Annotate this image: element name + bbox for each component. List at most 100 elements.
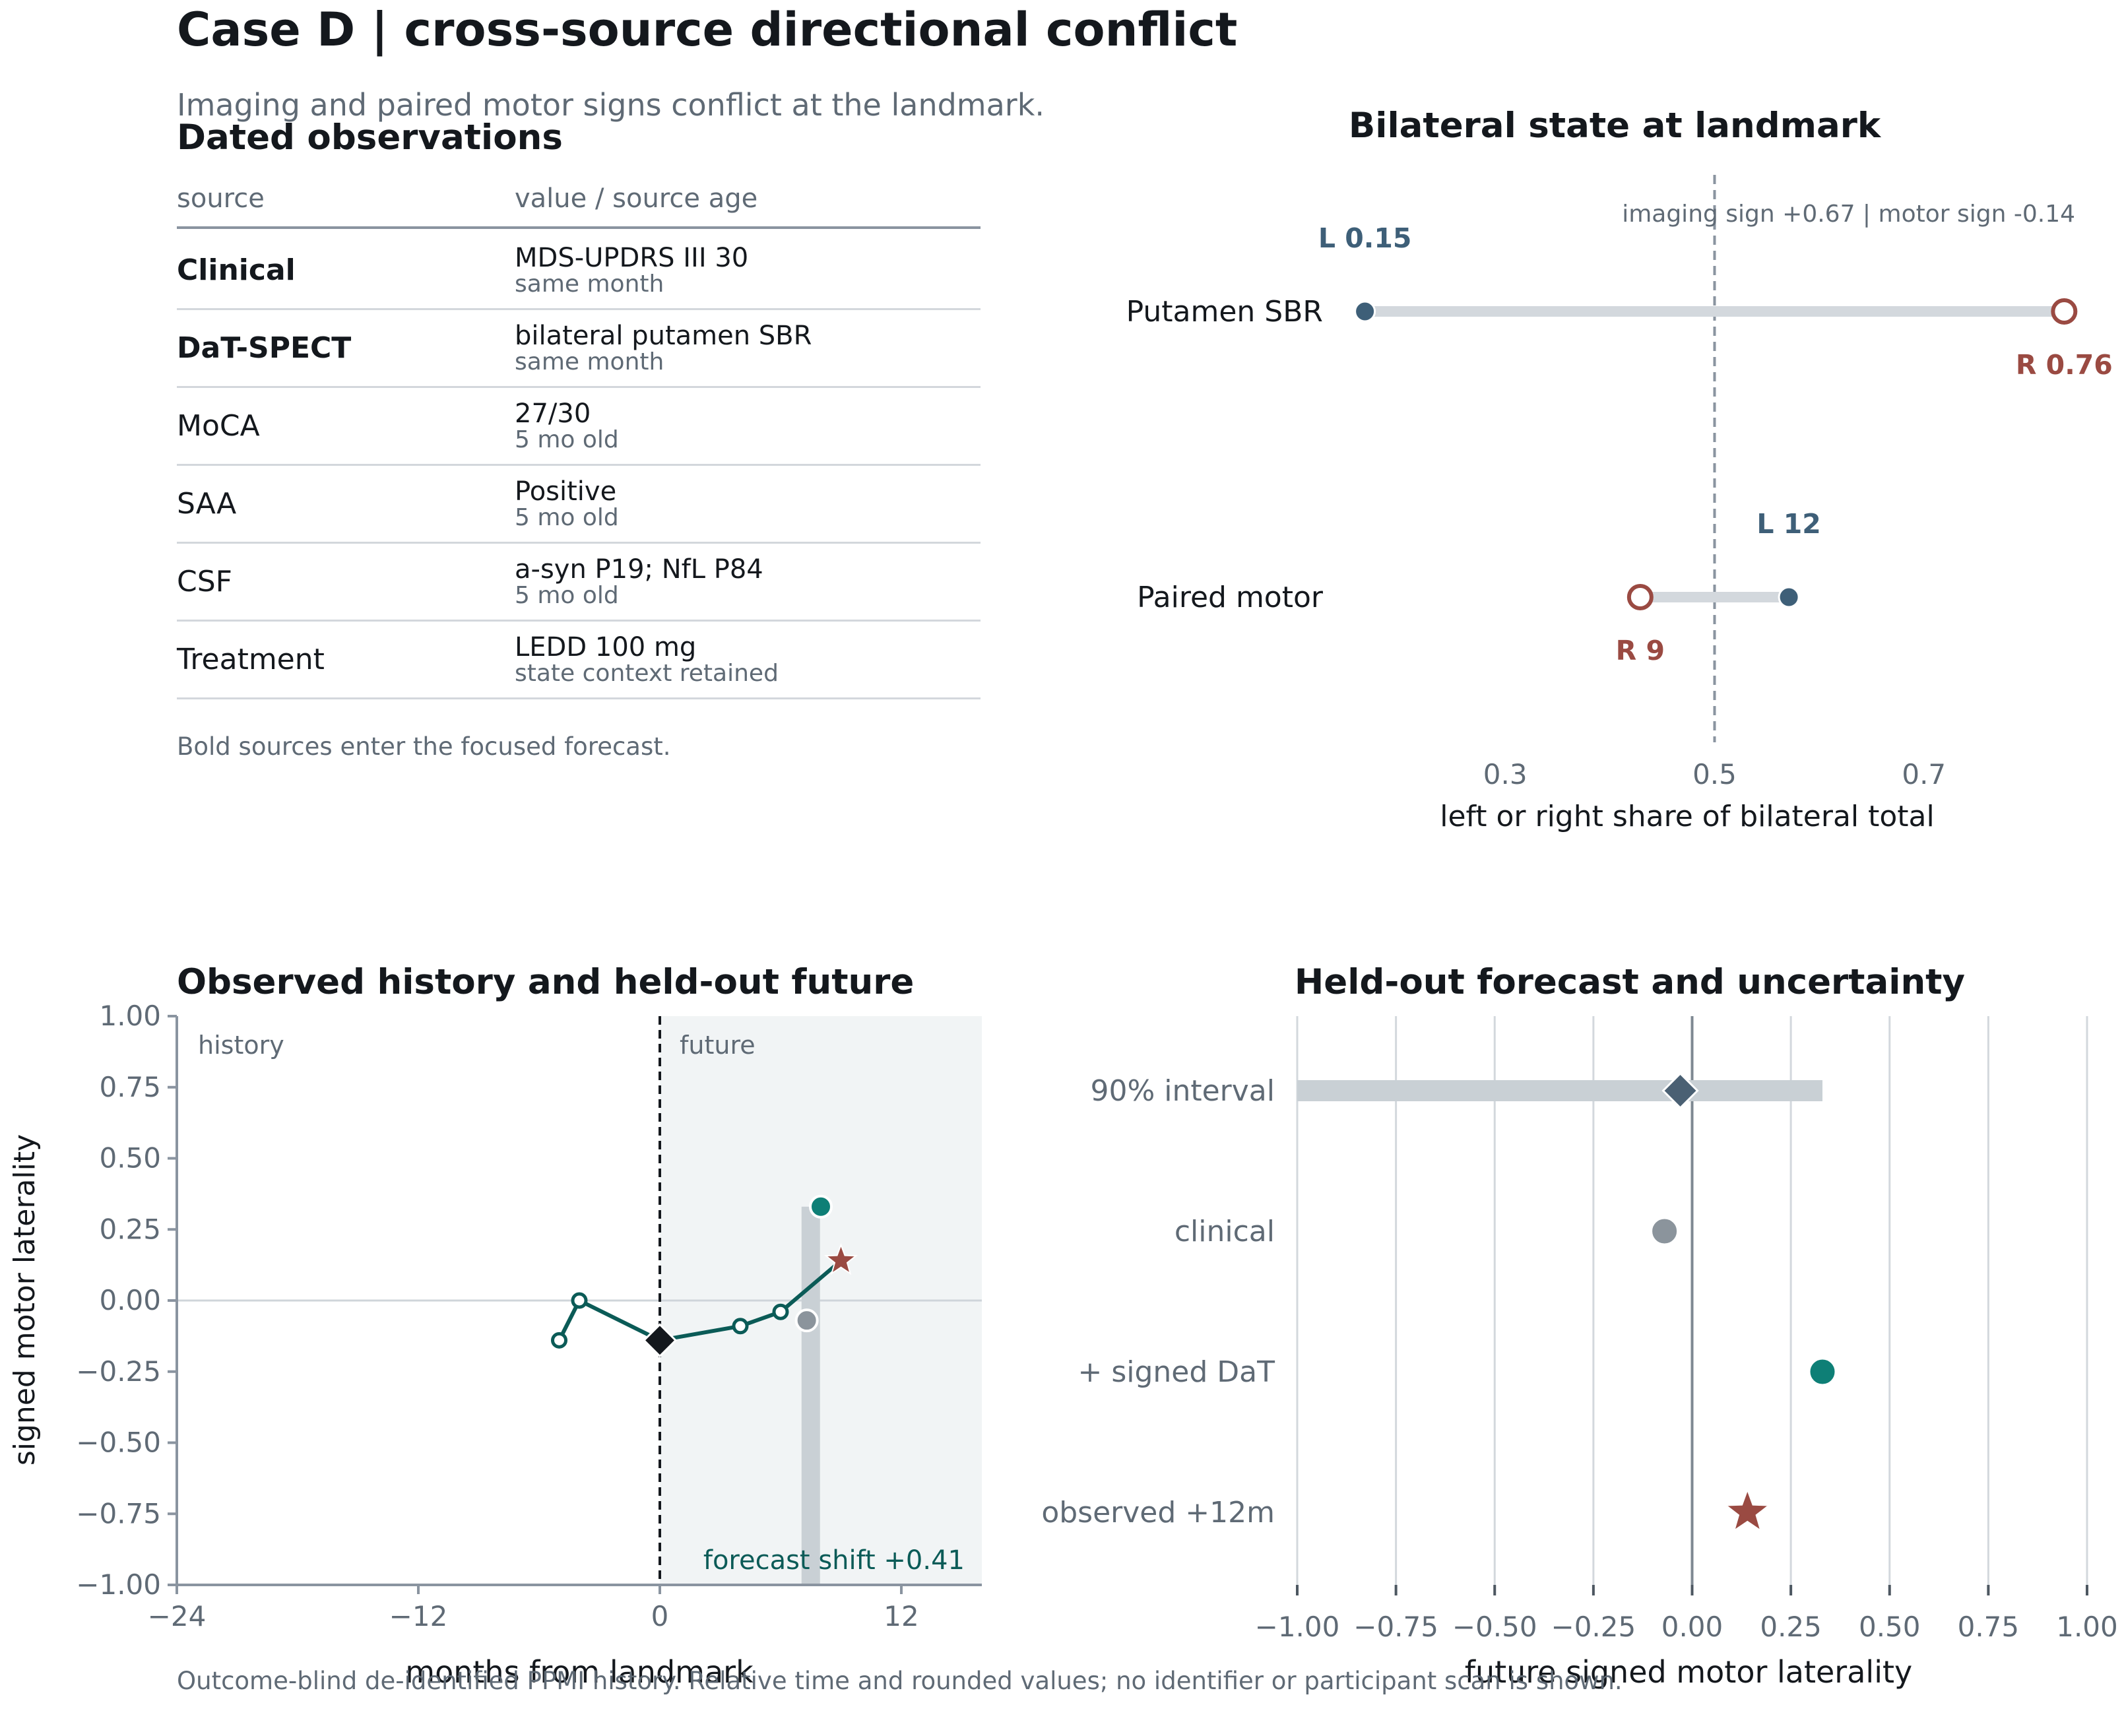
x-tick-label: 0.00 <box>1661 1611 1723 1643</box>
table-row-divider <box>177 464 981 466</box>
x-tick-label: −1.00 <box>1255 1611 1340 1643</box>
y-tick-label: −0.75 <box>76 1497 161 1529</box>
forecast-chart-title: Held-out forecast and uncertainty <box>1295 962 1965 1002</box>
bilateral-row-label: Putamen SBR <box>1126 295 1323 329</box>
table-row-divider <box>177 308 981 310</box>
observations-note: Bold sources enter the focused forecast. <box>177 732 671 761</box>
y-tick-label: 0.50 <box>99 1142 161 1174</box>
table-row-divider <box>177 620 981 622</box>
obs-source: DaT-SPECT <box>177 331 352 365</box>
bilateral-x-tick: 0.3 <box>1483 758 1528 790</box>
bilateral-rows: Putamen SBR L 0.15 R 0.76 Paired motor L 12 R… <box>1126 222 2113 666</box>
history-x-axis-label: months from landmark <box>405 1654 754 1690</box>
x-tick-label: 0.50 <box>1859 1611 1921 1643</box>
left-share-point <box>1354 300 1376 323</box>
dat-forecast-point <box>809 1194 833 1219</box>
forecast-band <box>801 1206 820 1585</box>
right-value-label: R 9 <box>1616 635 1665 666</box>
interval-point-estimate <box>1661 1072 1699 1110</box>
obs-age: same month <box>515 348 664 375</box>
table-row-divider <box>177 542 981 544</box>
clinical-point <box>1650 1217 1679 1246</box>
history-point <box>732 1318 749 1335</box>
x-tick-label: −12 <box>389 1600 448 1632</box>
forecast-row-label: clinical <box>1175 1215 1275 1248</box>
page-subtitle: Imaging and paired motor signs conflict … <box>177 87 1045 123</box>
history-chart: Observed history and held-out future his… <box>8 962 982 1690</box>
obs-value: 27/30 <box>515 399 591 429</box>
right-share-point <box>2051 298 2078 325</box>
bilateral-x-axis-label: left or right share of bilateral total <box>1440 800 1935 833</box>
x-tick-label: −0.50 <box>1452 1611 1537 1643</box>
history-y-axis-label: signed motor laterality <box>8 1134 42 1465</box>
y-tick-label: −1.00 <box>76 1568 161 1601</box>
x-tick-label: 1.00 <box>2056 1611 2118 1643</box>
y-tick-label: 1.00 <box>99 1000 161 1032</box>
forecast-chart: Held-out forecast and uncertainty 90% in… <box>1041 962 2118 1690</box>
observations-col-value: value / source age <box>515 183 758 214</box>
obs-source: CSF <box>177 565 232 598</box>
obs-value: a-syn P19; NfL P84 <box>515 554 763 585</box>
right-share-point <box>1626 584 1654 610</box>
observations-col-source: source <box>177 183 265 214</box>
bilateral-chart: Bilateral state at landmark imaging sign… <box>1126 106 2113 833</box>
right-value-label: R 0.76 <box>2016 349 2113 381</box>
obs-age: same month <box>515 271 664 298</box>
forecast-x-ticks: −1.00 −0.75 −0.50 −0.25 0.00 0.25 0.50 0.75 1.00 <box>1255 1585 2118 1643</box>
table-row-divider <box>177 697 981 699</box>
observations-title: Dated observations <box>177 117 563 158</box>
left-value-label: L 0.15 <box>1318 222 1412 254</box>
signed-dat-point <box>1808 1357 1837 1386</box>
table-header-rule <box>177 226 981 229</box>
left-value-label: L 12 <box>1756 508 1820 540</box>
y-tick-label: −0.25 <box>76 1355 161 1388</box>
footnote: Outcome-blind de-identified PPMI history… <box>177 1667 1623 1695</box>
y-tick-label: −0.50 <box>76 1427 161 1459</box>
history-point <box>551 1332 567 1349</box>
forecast-row-label: + signed DaT <box>1078 1355 1275 1389</box>
obs-source: Clinical <box>177 253 296 287</box>
x-tick-label: −24 <box>148 1600 207 1632</box>
history-region-label: history <box>198 1031 284 1060</box>
obs-source: SAA <box>177 487 237 521</box>
forecast-grid <box>1296 1016 2088 1585</box>
clinical-forecast-point <box>794 1308 819 1333</box>
obs-age: 5 mo old <box>515 504 619 531</box>
y-tick-label: 0.00 <box>99 1284 161 1316</box>
forecast-row-label: 90% interval <box>1090 1074 1275 1108</box>
history-point <box>571 1292 588 1309</box>
observed-star <box>1724 1488 1771 1532</box>
forecast-shift-label: forecast shift +0.41 <box>703 1545 965 1576</box>
interval-bar <box>1297 1080 1823 1101</box>
landmark-marker <box>642 1323 678 1358</box>
obs-value: MDS-UPDRS III 30 <box>515 243 749 273</box>
forecast-rows: 90% interval clinical + signed DaT observed… <box>1041 1072 1837 1532</box>
left-share-point <box>1778 586 1800 608</box>
x-tick-label: 0.25 <box>1760 1611 1822 1643</box>
history-series <box>551 1194 858 1358</box>
x-tick-label: −0.25 <box>1551 1611 1636 1643</box>
bilateral-annotation: imaging sign +0.67 | motor sign -0.14 <box>1622 201 2075 228</box>
x-tick-label: 0 <box>651 1600 669 1632</box>
bilateral-row-label: Paired motor <box>1137 581 1324 614</box>
x-tick-label: −0.75 <box>1353 1611 1438 1643</box>
obs-age: 5 mo old <box>515 426 619 453</box>
obs-age: 5 mo old <box>515 582 619 609</box>
obs-value: bilateral putamen SBR <box>515 321 812 351</box>
forecast-x-axis-label: future signed motor laterality <box>1465 1654 1912 1690</box>
page-title: Case D | cross-source directional confli… <box>177 3 1238 57</box>
history-x-ticks: −24 −12 0 12 <box>148 1585 919 1632</box>
table-row-divider <box>177 386 981 388</box>
obs-value: LEDD 100 mg <box>515 632 697 662</box>
bilateral-x-ticks: 0.3 0.5 0.7 <box>1483 758 1946 790</box>
bilateral-x-tick: 0.7 <box>1902 758 1946 790</box>
obs-source: MoCA <box>177 409 260 443</box>
y-tick-label: 0.75 <box>99 1071 161 1103</box>
x-tick-label: 12 <box>884 1600 918 1632</box>
forecast-row-label: observed +12m <box>1041 1496 1275 1529</box>
observed-future-star <box>823 1242 858 1275</box>
obs-value: Positive <box>515 476 617 507</box>
history-chart-title: Observed history and held-out future <box>177 962 914 1002</box>
bilateral-x-tick: 0.5 <box>1692 758 1737 790</box>
history-point <box>772 1303 789 1320</box>
